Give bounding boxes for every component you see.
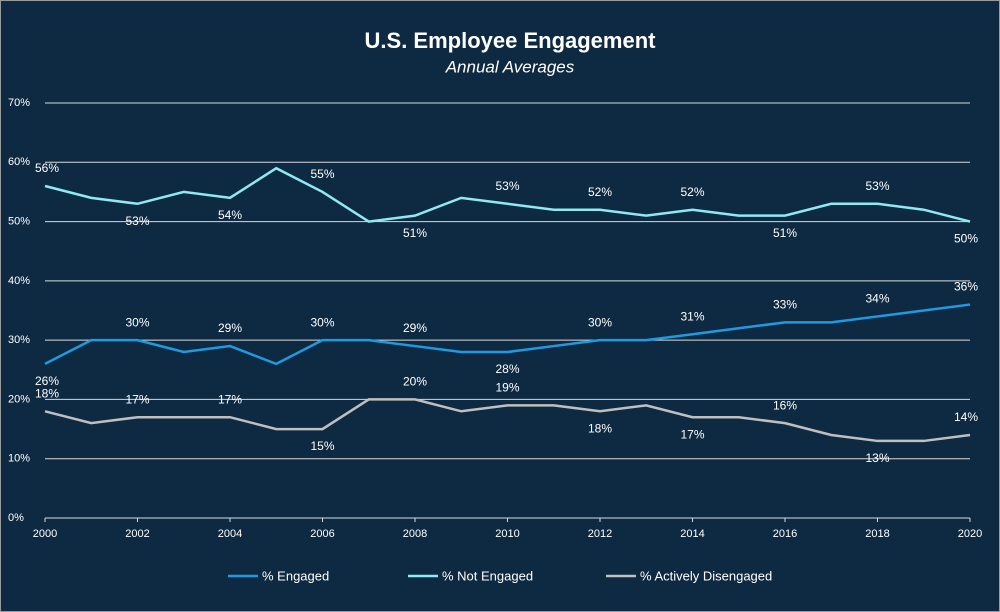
x-tick-label: 2000 — [33, 528, 57, 540]
legend-label: % Engaged — [262, 568, 329, 583]
x-tick-label: 2004 — [218, 528, 242, 540]
data-label: 17% — [218, 392, 242, 406]
x-tick-label: 2014 — [680, 528, 704, 540]
y-tick-label: 30% — [8, 334, 30, 346]
data-label: 56% — [35, 161, 59, 175]
data-label: 53% — [865, 179, 889, 193]
x-tick-label: 2012 — [588, 528, 612, 540]
data-label: 13% — [865, 451, 889, 465]
data-label: 18% — [35, 386, 59, 400]
y-tick-label: 20% — [8, 393, 30, 405]
series-line — [44, 303, 971, 366]
x-tick-label: 2006 — [310, 528, 334, 540]
legend-label: % Not Engaged — [442, 568, 533, 583]
y-tick-label: 70% — [8, 97, 30, 109]
data-label: 55% — [310, 167, 334, 181]
y-tick-label: 60% — [8, 156, 30, 168]
x-tick-label: 2008 — [403, 528, 427, 540]
data-label: 53% — [495, 179, 519, 193]
data-label: 50% — [954, 232, 978, 246]
chart-title: U.S. Employee Engagement — [365, 28, 657, 53]
data-label: 30% — [310, 315, 334, 329]
data-label: 29% — [403, 321, 427, 335]
data-label: 30% — [588, 315, 612, 329]
data-label: 54% — [218, 208, 242, 222]
y-tick-label: 0% — [8, 512, 24, 524]
series-line — [44, 166, 971, 223]
y-tick-label: 40% — [8, 275, 30, 287]
data-label: 29% — [218, 321, 242, 335]
data-label: 28% — [495, 362, 519, 376]
data-label: 34% — [865, 292, 889, 306]
x-tick-label: 2010 — [495, 528, 519, 540]
data-label: 18% — [588, 421, 612, 435]
x-tick-label: 2016 — [773, 528, 797, 540]
data-label: 16% — [773, 398, 797, 412]
data-label: 30% — [125, 315, 149, 329]
data-label: 15% — [310, 439, 334, 453]
data-label: 17% — [125, 392, 149, 406]
x-tick-label: 2018 — [865, 528, 889, 540]
data-label: 33% — [773, 298, 797, 312]
data-label: 53% — [125, 214, 149, 228]
data-label: 36% — [954, 280, 978, 294]
data-label: 19% — [495, 381, 519, 395]
data-label: 17% — [680, 427, 704, 441]
legend-label: % Actively Disengaged — [640, 568, 772, 583]
x-tick-label: 2020 — [958, 528, 982, 540]
chart-subtitle: Annual Averages — [445, 57, 575, 76]
data-label: 51% — [403, 226, 427, 240]
data-label: 52% — [680, 185, 704, 199]
data-label: 20% — [403, 375, 427, 389]
data-label: 14% — [954, 410, 978, 424]
series-line — [44, 398, 971, 443]
data-label: 52% — [588, 185, 612, 199]
y-tick-label: 10% — [8, 453, 30, 465]
data-label: 31% — [680, 309, 704, 323]
y-tick-label: 50% — [8, 215, 30, 227]
data-label: 26% — [35, 374, 59, 388]
x-tick-label: 2002 — [125, 528, 149, 540]
data-label: 51% — [773, 226, 797, 240]
